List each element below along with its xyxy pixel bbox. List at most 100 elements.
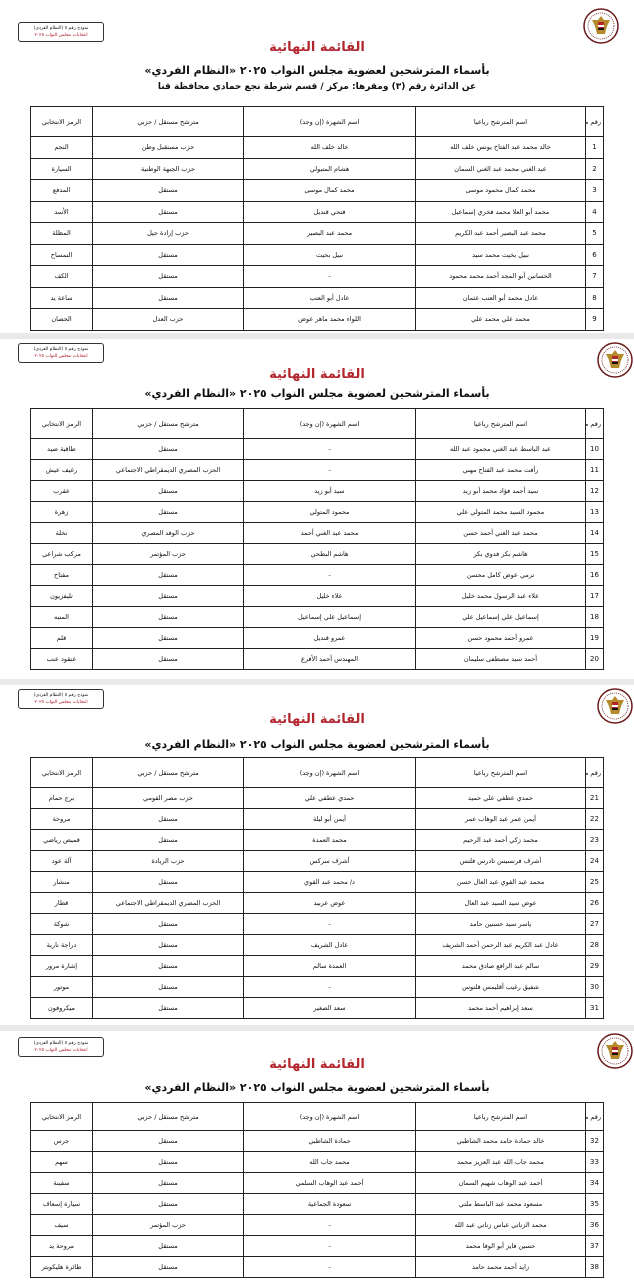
- candidate-type-cell: مستقل: [92, 871, 244, 893]
- candidate-name-cell: حمدي عطفي علي حميد: [415, 787, 586, 809]
- serial-cell: 22: [585, 808, 604, 830]
- table-row: 31 سعد إبراهيم أحمد محمد سعد الصغير مستقل مي…: [30, 997, 604, 1019]
- election-symbol-cell: مركب شراعي: [30, 543, 93, 565]
- candidate-type-cell: حزب الوفد المصري: [92, 522, 244, 544]
- fame-name-cell: محمد العمدة: [243, 829, 416, 851]
- fame-name-cell: عمرو قنديل: [243, 627, 416, 649]
- stamp-line-2: انتخابات مجلس النواب ٢٠٢٥: [34, 1048, 88, 1053]
- header-serial: رقم مسلسل: [585, 1102, 604, 1131]
- table-row: 35 مسعود محمد عبد الباسط ملتي سعودة الجماع…: [30, 1193, 604, 1215]
- serial-cell: 18: [585, 606, 604, 628]
- serial-cell: 24: [585, 850, 604, 872]
- table-row: 33 محمد جاب الله عبد العزيز محمد محمد جاب …: [30, 1151, 604, 1173]
- form-stamp: نموذج رقم ٥ (النظام الفردي) انتخابات مجلس…: [18, 22, 104, 42]
- fame-name-cell: محمد عبد الغني أحمد: [243, 522, 416, 544]
- table-row: 1 خالد محمد عبد الفتاح يونس خلف الله خالد …: [30, 136, 604, 159]
- table-row: 15 هاشم بكر فدوي بكر هاشم البطحي حزب المؤتم…: [30, 543, 604, 565]
- header-serial: رقم مسلسل: [585, 408, 604, 439]
- header-fame: اسم الشهرة (إن وجد): [243, 408, 416, 439]
- election-symbol-cell: طائرة هليكوبتر: [30, 1256, 93, 1278]
- candidate-type-cell: مستقل: [92, 501, 244, 523]
- serial-cell: 29: [585, 955, 604, 977]
- fame-name-cell: -: [243, 265, 416, 288]
- candidate-type-cell: حزب مستقبل وطن: [92, 136, 244, 159]
- table-row: 3 محمد كمال محمود موسى محمد كمال موسى مستقل…: [30, 179, 604, 202]
- fame-name-cell: أحمد عبد الوهاب السلمي: [243, 1172, 416, 1194]
- candidate-name-cell: هاشم بكر فدوي بكر: [415, 543, 586, 565]
- election-symbol-cell: موتور: [30, 976, 93, 998]
- header-fame: اسم الشهرة (إن وجد): [243, 757, 416, 788]
- serial-cell: 31: [585, 997, 604, 1019]
- header-name: اسم المترشح رباعيا: [415, 757, 586, 788]
- election-symbol-cell: عقرب: [30, 480, 93, 502]
- table-row: 29 سالم عبد الرافع صادق محمد العمدة سالم مس…: [30, 955, 604, 977]
- serial-cell: 8: [585, 286, 604, 309]
- election-symbol-cell: المنبه: [30, 606, 93, 628]
- serial-cell: 7: [585, 265, 604, 288]
- candidate-name-cell: محمد الزناتي عباس زناتي عبد الله: [415, 1214, 586, 1236]
- fame-name-cell: محمد كمال موسى: [243, 179, 416, 202]
- serial-cell: 35: [585, 1193, 604, 1215]
- candidate-type-cell: مستقل: [92, 585, 244, 607]
- table-row: 14 محمد عبد الغني أحمد حسن محمد عبد الغني …: [30, 522, 604, 544]
- serial-cell: 37: [585, 1235, 604, 1257]
- candidate-name-cell: عادل محمد أبو العتب عثمان: [415, 286, 586, 309]
- candidate-name-cell: محمد كمال محمود موسى: [415, 179, 586, 202]
- candidate-name-cell: سالم عبد الرافع صادق محمد: [415, 955, 586, 977]
- election-symbol-cell: رغيف عيش: [30, 459, 93, 481]
- election-symbol-cell: النجم: [30, 136, 93, 159]
- candidate-type-cell: حزب المؤتمر: [92, 543, 244, 565]
- serial-cell: 20: [585, 648, 604, 670]
- election-symbol-cell: ميكروفون: [30, 997, 93, 1019]
- fame-name-cell: عادل أبو العتب: [243, 286, 416, 309]
- election-symbol-cell: إشارة مرور: [30, 955, 93, 977]
- candidate-name-cell: عوض سيد السيد عبد العال: [415, 892, 586, 914]
- header-symbol: الرمز الانتخابي: [30, 757, 93, 788]
- table-row: 27 ياسر سيد حسنين حامد - مستقل شوكة: [30, 913, 604, 935]
- fame-name-cell: -: [243, 1235, 416, 1257]
- serial-cell: 26: [585, 892, 604, 914]
- candidate-name-cell: رأفت محمد عبد الفتاح مهني: [415, 459, 586, 481]
- serial-cell: 9: [585, 308, 604, 331]
- candidate-name-cell: مسعود محمد عبد الباسط ملتي: [415, 1193, 586, 1215]
- stamp-line-1: نموذج رقم ٥ (النظام الفردي): [33, 1041, 89, 1046]
- header-name: اسم المترشح رباعيا: [415, 1102, 586, 1131]
- table-row: 25 محمد عبد القوي عبد العال حسن د/ محمد عب…: [30, 871, 604, 893]
- header-type: مترشح مستقل / حزبي: [92, 408, 244, 439]
- fame-name-cell: سعودة الجماعية: [243, 1193, 416, 1215]
- candidate-type-cell: مستقل: [92, 1235, 244, 1257]
- candidate-type-cell: مستقل: [92, 955, 244, 977]
- candidate-name-cell: محمد علي محمد علي: [415, 308, 586, 331]
- serial-cell: 11: [585, 459, 604, 481]
- candidate-name-cell: شفيق رغيب أقليمس قلتوس: [415, 976, 586, 998]
- fame-name-cell: أشرف سركس: [243, 850, 416, 872]
- fame-name-cell: العمدة سالم: [243, 955, 416, 977]
- fame-name-cell: هاشم البطحي: [243, 543, 416, 565]
- table-row: 7 الحسانين أبو المجد أحمد محمد محمود - مستق…: [30, 265, 604, 288]
- serial-cell: 12: [585, 480, 604, 502]
- stamp-line-2: انتخابات مجلس النواب ٢٠٢٥: [34, 700, 88, 705]
- table-row: 36 محمد الزناتي عباس زناتي عبد الله - حزب ا…: [30, 1214, 604, 1236]
- election-symbol-cell: سفينة: [30, 1172, 93, 1194]
- election-symbol-cell: قطار: [30, 892, 93, 914]
- candidate-name-cell: نبيل بخيت محمد سيد: [415, 243, 586, 266]
- candidate-name-cell: عبد الباسط عبد الغني محمود عبد الله: [415, 438, 586, 460]
- table-row: 8 عادل محمد أبو العتب عثمان عادل أبو العتب…: [30, 286, 604, 309]
- header-type: مترشح مستقل / حزبي: [92, 1102, 244, 1131]
- fame-name-cell: فتحي قنديل: [243, 200, 416, 223]
- list-title: القائمة النهائية: [269, 367, 365, 382]
- candidate-name-cell: محمود السيد محمد المتولي علي: [415, 501, 586, 523]
- table-row: 13 محمود السيد محمد المتولي علي محمود المت…: [30, 501, 604, 523]
- candidate-type-cell: حزب مصر القومي: [92, 787, 244, 809]
- election-symbol-cell: دراجة نارية: [30, 934, 93, 956]
- fame-name-cell: إسماعيل علي إسماعيل: [243, 606, 416, 628]
- election-symbol-cell: منشار: [30, 871, 93, 893]
- table-row: 23 محمد زكي أحمد عبد الرحيم محمد العمدة مست…: [30, 829, 604, 851]
- list-subtitle: بأسماء المترشحين لعضوية مجلس النواب ٢٠٢٥…: [144, 1081, 490, 1094]
- serial-cell: 15: [585, 543, 604, 565]
- candidate-type-cell: مستقل: [92, 438, 244, 460]
- table-row: 34 أحمد عبد الوهاب شهيم السمان أحمد عبد ال…: [30, 1172, 604, 1194]
- candidate-name-cell: ياسر سيد حسنين حامد: [415, 913, 586, 935]
- list-subtitle: بأسماء المترشحين لعضوية مجلس النواب ٢٠٢٥…: [144, 387, 490, 400]
- candidate-name-cell: عبد الغني محمد عبد الغني السمان: [415, 157, 586, 180]
